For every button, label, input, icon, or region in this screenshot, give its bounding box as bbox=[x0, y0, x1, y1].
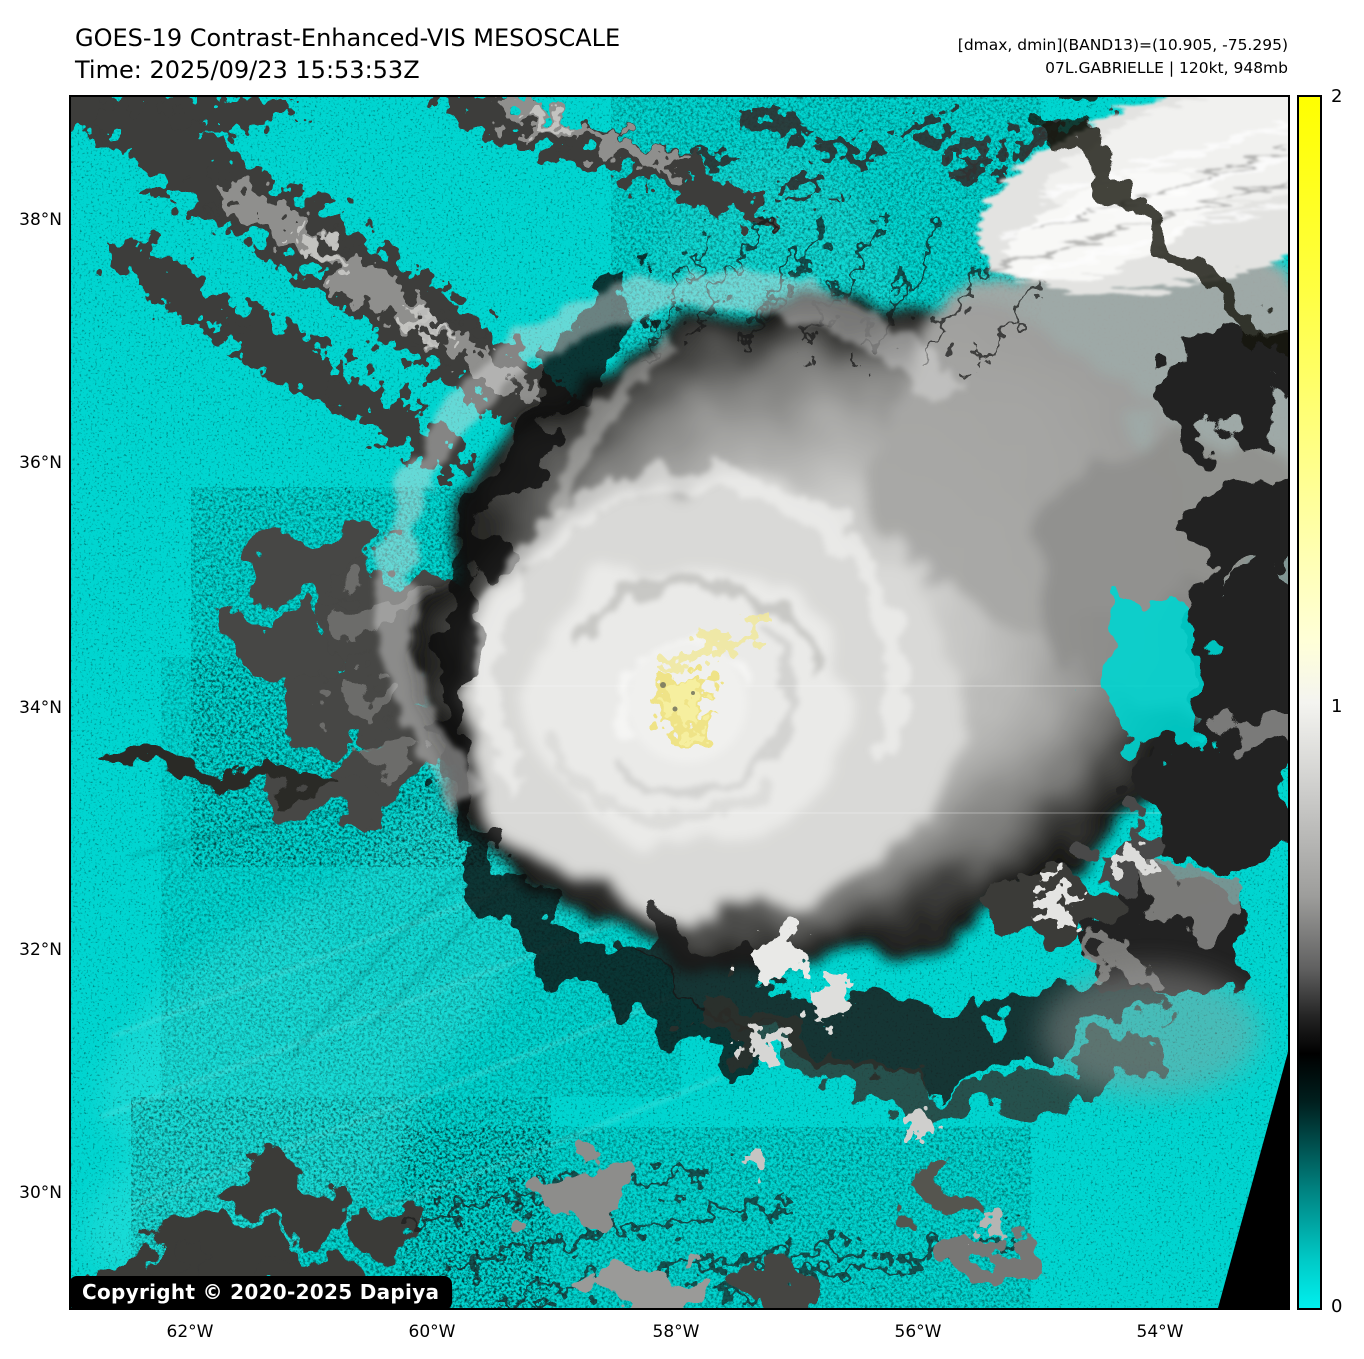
lon-tick-label: 58°W bbox=[652, 1322, 700, 1342]
lon-tick-label: 62°W bbox=[166, 1322, 214, 1342]
satellite-image-frame bbox=[69, 95, 1290, 1310]
lon-tick-label: 56°W bbox=[894, 1322, 942, 1342]
timestamp: Time: 2025/09/23 15:53:53Z bbox=[75, 56, 420, 84]
colorbar bbox=[1297, 95, 1322, 1310]
lat-tick-label: 36°N bbox=[19, 453, 62, 473]
colorbar-tick-label: 1 bbox=[1331, 696, 1343, 717]
storm-info: 07L.GABRIELLE | 120kt, 948mb bbox=[1045, 59, 1288, 77]
lat-tick-label: 32°N bbox=[19, 940, 62, 960]
spiral-bands bbox=[377, 273, 964, 827]
northeast-cloud-band bbox=[947, 97, 1288, 359]
colorbar-tick-label: 0 bbox=[1331, 1296, 1343, 1317]
lat-tick-label: 30°N bbox=[19, 1183, 62, 1203]
lat-tick-label: 34°N bbox=[19, 698, 62, 718]
lat-tick-label: 38°N bbox=[19, 210, 62, 230]
copyright-badge: Copyright © 2020-2025 Dapiya bbox=[69, 1276, 453, 1310]
southeast-soft-cloud bbox=[1041, 967, 1261, 1097]
colorbar-tick-label: 2 bbox=[1331, 86, 1343, 107]
hurricane-eye bbox=[653, 629, 767, 743]
page-title: GOES-19 Contrast-Enhanced-VIS MESOSCALE bbox=[75, 24, 621, 52]
scan-edge-wedge bbox=[1218, 1052, 1288, 1308]
scattered-clouds-top bbox=[685, 107, 1057, 199]
header-right: [dmax, dmin](BAND13)=(10.905, -75.295) 0… bbox=[958, 34, 1288, 80]
lon-tick-label: 60°W bbox=[408, 1322, 456, 1342]
band-info: [dmax, dmin](BAND13)=(10.905, -75.295) bbox=[957, 36, 1288, 54]
south-cloud-streaks bbox=[410, 1161, 1026, 1308]
east-cloud-cluster bbox=[1080, 330, 1288, 1004]
northwest-cloud-band bbox=[71, 97, 775, 477]
lon-tick-label: 54°W bbox=[1136, 1322, 1184, 1342]
satellite-image bbox=[71, 97, 1288, 1308]
